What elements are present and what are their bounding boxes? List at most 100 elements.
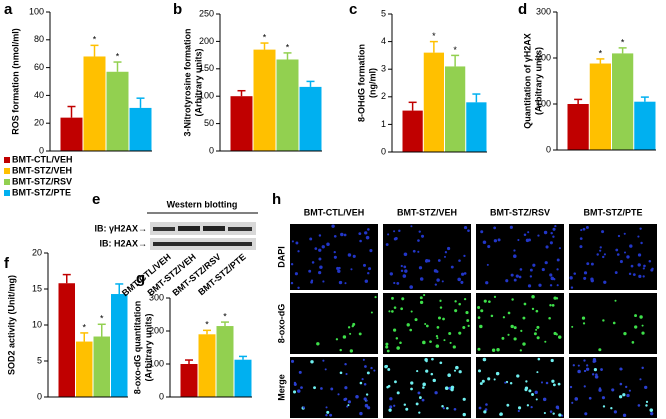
cell-dot xyxy=(393,404,396,407)
cell-dot xyxy=(615,248,619,252)
cell-dot xyxy=(639,227,642,230)
cell-dot xyxy=(513,249,516,252)
cell-dot xyxy=(343,397,347,402)
cell-dot xyxy=(603,253,606,256)
significance-mark: * xyxy=(205,320,209,330)
cell-dot xyxy=(331,224,335,228)
cell-dot xyxy=(549,410,553,413)
y-axis-label: (Arbitrary units) xyxy=(533,47,543,115)
bar xyxy=(634,101,656,150)
cell-dot xyxy=(603,280,607,284)
cell-dot xyxy=(583,271,588,275)
cell-dot xyxy=(634,314,637,317)
significance-mark: * xyxy=(453,45,457,55)
cell-dot xyxy=(343,233,347,237)
cell-dot xyxy=(599,249,602,252)
cell-dot xyxy=(295,241,299,245)
cell-dot xyxy=(358,232,362,236)
cell-dot xyxy=(347,404,350,407)
bar xyxy=(111,294,128,397)
cell-dot xyxy=(424,322,427,325)
column-header: BMT-CTL/VEH xyxy=(304,207,365,217)
cell-dot xyxy=(555,297,559,300)
cell-dot xyxy=(479,382,483,386)
y-axis-label: 3-Nitrotyrosine formation xyxy=(182,28,192,136)
y-tick-label: 150 xyxy=(199,63,214,73)
panel-label: h xyxy=(272,191,281,208)
cell-dot xyxy=(347,253,352,257)
cell-dot xyxy=(436,278,440,282)
cell-dot xyxy=(430,372,434,376)
cell-dot xyxy=(460,280,464,284)
cell-dot xyxy=(308,269,312,273)
cell-dot xyxy=(585,367,590,371)
cell-dot xyxy=(493,226,497,230)
cell-dot xyxy=(541,267,545,272)
cell-dot xyxy=(329,413,333,417)
cell-dot xyxy=(310,360,314,364)
cell-dot xyxy=(487,377,491,381)
cell-dot xyxy=(551,304,555,307)
cell-dot xyxy=(550,358,554,363)
cell-dot xyxy=(594,375,599,379)
cell-dot xyxy=(550,231,553,235)
cell-dot xyxy=(290,281,294,285)
cell-dot xyxy=(458,259,461,262)
cell-dot xyxy=(393,328,397,332)
cell-dot xyxy=(530,406,533,409)
cell-dot xyxy=(454,309,458,313)
cell-dot xyxy=(367,228,370,231)
cell-dot xyxy=(410,310,413,313)
cell-dot xyxy=(385,243,389,246)
cell-dot xyxy=(318,271,322,275)
cell-dot xyxy=(344,386,348,390)
cell-dot xyxy=(601,230,605,234)
cell-dot xyxy=(365,399,368,402)
cell-dot xyxy=(419,277,424,281)
cell-dot xyxy=(355,394,359,399)
cell-dot xyxy=(527,231,530,234)
y-tick-label: 0 xyxy=(209,145,214,155)
cell-dot xyxy=(318,248,322,252)
cell-dot xyxy=(322,359,325,362)
bar xyxy=(589,63,611,150)
cell-dot xyxy=(450,265,454,269)
bar xyxy=(216,326,234,397)
cell-dot xyxy=(291,240,294,243)
cell-dot xyxy=(297,286,300,289)
cell-dot xyxy=(535,309,539,313)
cell-dot xyxy=(370,311,373,314)
cell-dot xyxy=(556,268,559,271)
cell-dot xyxy=(314,247,318,250)
y-tick-label: 0 xyxy=(546,144,551,154)
bar xyxy=(253,49,276,152)
cell-dot xyxy=(552,383,556,387)
y-tick-label: 5 xyxy=(37,355,42,365)
cell-dot xyxy=(571,325,574,328)
cell-dot xyxy=(614,299,617,302)
cell-dot xyxy=(552,227,556,231)
cell-dot xyxy=(477,347,481,351)
cell-dot xyxy=(462,412,466,417)
cell-dot xyxy=(612,321,616,325)
significance-mark: * xyxy=(223,311,227,321)
cell-dot xyxy=(403,252,408,257)
cell-dot xyxy=(359,239,362,243)
cell-dot xyxy=(528,389,532,393)
cell-dot xyxy=(453,407,457,411)
cell-dot xyxy=(586,262,590,266)
cell-dot xyxy=(516,374,520,378)
cell-dot xyxy=(536,336,540,340)
cell-dot xyxy=(322,280,325,283)
cell-dot xyxy=(439,299,442,302)
cell-dot xyxy=(509,381,513,385)
cell-dot xyxy=(388,310,391,313)
cell-dot xyxy=(389,272,393,276)
cell-dot xyxy=(529,268,533,272)
cell-dot xyxy=(628,389,631,392)
bar xyxy=(567,104,589,150)
cell-dot xyxy=(524,388,528,392)
cell-dot xyxy=(523,233,527,237)
cell-dot xyxy=(477,369,482,373)
